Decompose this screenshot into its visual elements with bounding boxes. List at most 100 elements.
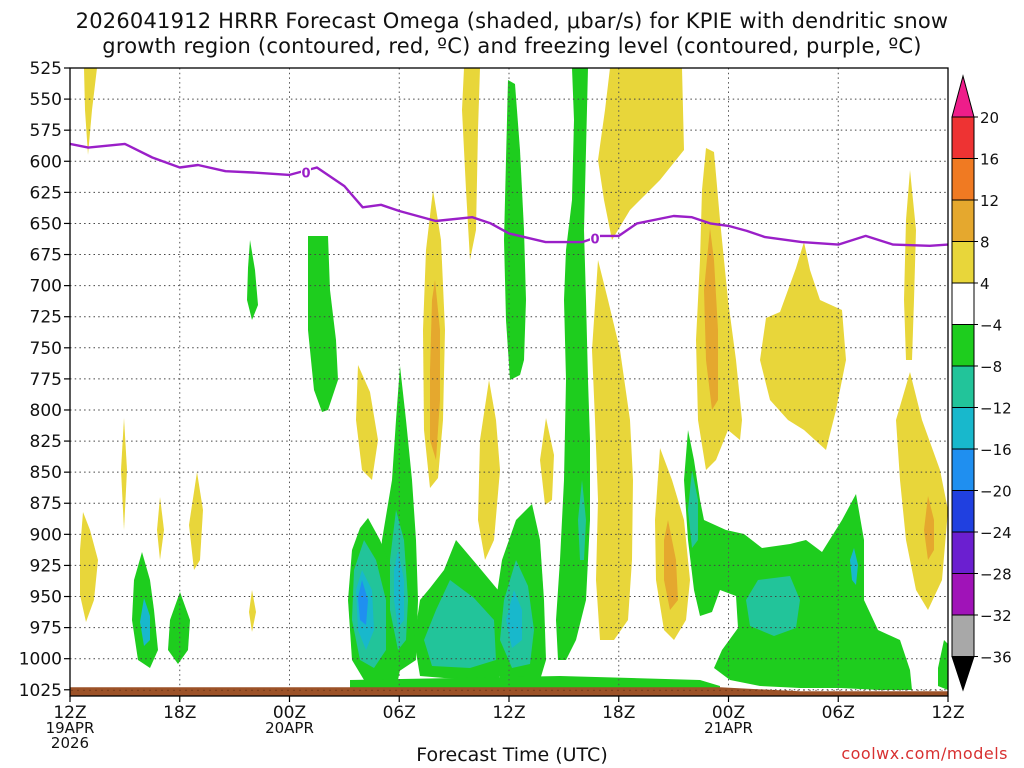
surface-dot: [929, 689, 931, 691]
y-tick-label: 800: [30, 401, 62, 421]
surface-dot: [611, 689, 613, 691]
surface-dot: [269, 689, 271, 691]
colorbar-box: [951, 116, 975, 159]
surface-dot: [905, 689, 907, 691]
omega-region: [247, 240, 258, 320]
y-tick-label: 875: [30, 494, 62, 514]
colorbar-box: [951, 199, 975, 242]
omega-region: [424, 580, 496, 668]
surface-dot: [851, 689, 853, 691]
surface-dot: [623, 689, 625, 691]
surface-dot: [521, 689, 523, 691]
surface-dot: [557, 689, 559, 691]
omega-region: [249, 590, 256, 632]
colorbar-box: [951, 282, 975, 325]
y-tick-label: 575: [30, 121, 62, 141]
surface-dot: [659, 689, 661, 691]
surface-dot: [539, 689, 541, 691]
colorbar-box: [951, 158, 975, 201]
surface-dot: [155, 689, 157, 691]
omega-region: [896, 372, 948, 610]
surface-dot: [377, 689, 379, 691]
chart-title-line1: 2026041912 HRRR Forecast Omega (shaded, …: [75, 9, 949, 33]
surface-dot: [101, 689, 103, 691]
surface-dot: [725, 689, 727, 691]
omega-region: [462, 68, 480, 260]
surface-dot: [365, 689, 367, 691]
surface-dot: [395, 689, 397, 691]
colorbar-box: [951, 490, 975, 533]
surface-dot: [293, 689, 295, 691]
colorbar-box: [951, 241, 975, 284]
x-tick-label: 12Z: [492, 703, 525, 723]
surface-dot: [455, 689, 457, 691]
y-tick-label: 750: [30, 339, 62, 359]
surface-dot: [719, 689, 721, 691]
surface-dot: [899, 689, 901, 691]
x-tick-label: 06Z: [383, 703, 416, 723]
surface-dot: [743, 689, 745, 691]
surface-dot: [191, 689, 193, 691]
surface-dot: [749, 689, 751, 691]
surface-dot: [485, 689, 487, 691]
surface-dot: [137, 689, 139, 691]
x-tick-label: 00Z: [273, 703, 306, 723]
surface-fill: [70, 687, 948, 696]
surface-dot: [131, 689, 133, 691]
x-axis-label: Forecast Time (UTC): [416, 744, 608, 766]
surface-dot: [887, 689, 889, 691]
surface-dot: [647, 689, 649, 691]
surface-dot: [509, 689, 511, 691]
omega-region: [704, 228, 718, 410]
x-tick-label: 20APR: [265, 719, 314, 737]
surface-dot: [575, 689, 577, 691]
colorbar-box: [951, 573, 975, 616]
surface-dot: [917, 689, 919, 691]
surface-dot: [857, 689, 859, 691]
surface-dot: [605, 689, 607, 691]
surface-dot: [167, 689, 169, 691]
omega-region: [688, 470, 698, 548]
surface-dot: [683, 689, 685, 691]
y-tick-label: 925: [30, 556, 62, 576]
credit-text: coolwx.com/models: [841, 744, 1008, 763]
surface-dot: [161, 689, 163, 691]
colorbar-box: [951, 365, 975, 408]
surface-dot: [755, 689, 757, 691]
surface-dot: [797, 689, 799, 691]
y-tick-label: 725: [30, 308, 62, 328]
surface-dot: [203, 689, 205, 691]
colorbar-label: −16: [980, 441, 1012, 459]
freezing-level-label: 0: [301, 166, 310, 181]
surface-dot: [551, 689, 553, 691]
surface-dot: [257, 689, 259, 691]
surface-dot: [815, 689, 817, 691]
surface-dot: [461, 689, 463, 691]
surface-dot: [347, 689, 349, 691]
surface-dot: [563, 689, 565, 691]
x-tick-label: 12Z: [53, 703, 86, 723]
omega-region: [504, 80, 526, 380]
omega-shading: [80, 68, 948, 690]
surface-dot: [407, 689, 409, 691]
surface-dot: [533, 689, 535, 691]
surface-dot: [239, 689, 241, 691]
surface-dot: [515, 689, 517, 691]
surface-dot: [581, 689, 583, 691]
surface-dot: [431, 689, 433, 691]
omega-region: [904, 170, 916, 360]
colorbar-label: −4: [980, 317, 1002, 335]
surface-dot: [671, 689, 673, 691]
surface-dot: [701, 689, 703, 691]
surface-dot: [569, 689, 571, 691]
x-tick-label: 12Z: [931, 703, 964, 723]
surface-dot: [227, 689, 229, 691]
y-tick-label: 675: [30, 246, 62, 266]
surface-dot: [89, 689, 91, 691]
y-tick-label: 650: [30, 214, 62, 234]
surface-dot: [875, 689, 877, 691]
surface-dot: [113, 689, 115, 691]
omega-region: [598, 68, 684, 240]
omega-region: [121, 418, 127, 530]
